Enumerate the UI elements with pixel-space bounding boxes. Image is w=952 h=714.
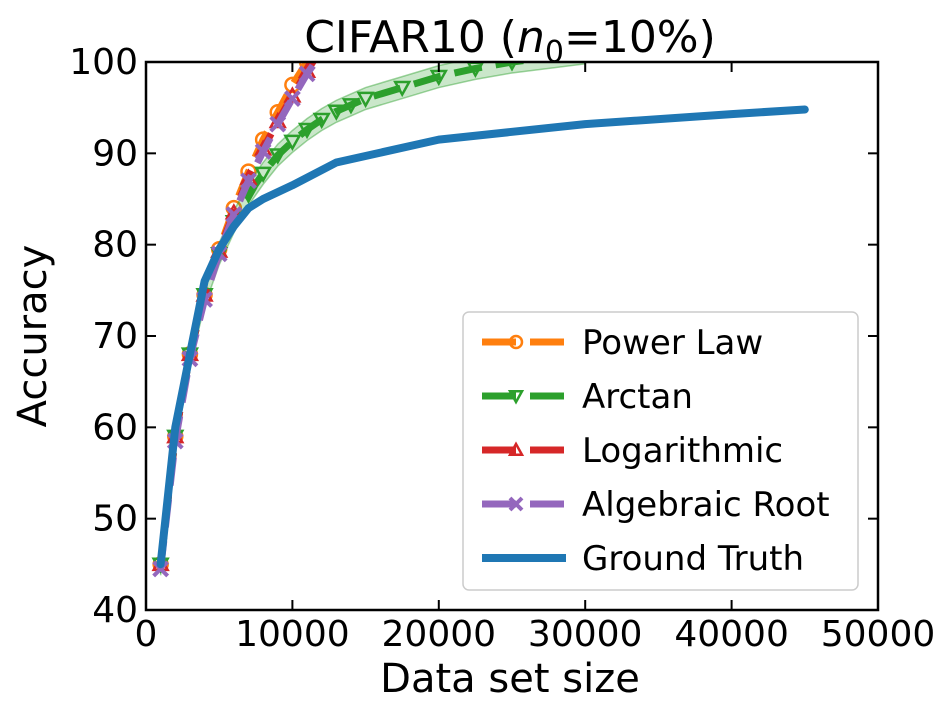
arctan-point-7 bbox=[253, 166, 273, 184]
y-tick-label-3: 70 bbox=[92, 316, 138, 357]
legend-marker-algebraic-root bbox=[508, 496, 524, 512]
arctan-point-11 bbox=[312, 112, 331, 130]
y-tick-label-4: 80 bbox=[92, 225, 138, 266]
y-tick-label-5: 90 bbox=[92, 133, 138, 174]
y-tick-label-2: 60 bbox=[92, 407, 138, 448]
chart-title: CIFAR10 (n0=10%) bbox=[304, 12, 716, 70]
legend-label-power-law: Power Law bbox=[582, 323, 763, 363]
arctan-line bbox=[157, 62, 541, 565]
legend-marker-logarithmic bbox=[507, 441, 525, 457]
legend-item-arctan: Arctan bbox=[482, 377, 693, 417]
algebraic-root-point-6 bbox=[240, 172, 257, 190]
power-law-line bbox=[157, 62, 312, 565]
arctan-point-15 bbox=[393, 80, 412, 98]
arctan-point-14 bbox=[356, 91, 375, 109]
y-tick-label-6: 100 bbox=[69, 42, 138, 83]
series-power-law bbox=[152, 62, 316, 573]
x-tick-label-2: 20000 bbox=[382, 614, 497, 655]
arctan-point-8 bbox=[268, 148, 287, 165]
legend: Power Law Arctan Logarithmic Algebraic Root… bbox=[462, 311, 859, 591]
algebraic-root-point-7 bbox=[254, 143, 272, 160]
x-axis-label: Data set size bbox=[380, 656, 640, 702]
series-ground-truth bbox=[156, 105, 809, 569]
legend-label-logarithmic: Logarithmic bbox=[582, 431, 783, 471]
legend-label-ground-truth: Ground Truth bbox=[582, 539, 804, 579]
x-tick-label-5: 50000 bbox=[821, 614, 936, 655]
legend-items: Power Law Arctan Logarithmic Algebraic Root… bbox=[482, 323, 830, 579]
arctan-point-10 bbox=[297, 122, 317, 140]
legend-item-ground-truth: Ground Truth bbox=[482, 539, 804, 579]
arctan-point-13 bbox=[341, 98, 361, 115]
legend-marker-power-law bbox=[508, 334, 524, 350]
legend-box bbox=[462, 311, 859, 591]
legend-marker-arctan bbox=[507, 389, 525, 405]
series-layer bbox=[151, 62, 809, 578]
algebraic-root-point-0 bbox=[152, 560, 170, 578]
ground-truth-line bbox=[156, 105, 809, 569]
algebraic-root-point-10 bbox=[298, 65, 316, 83]
ticks-layer: 0 10000 20000 30000 40000 50000 40 50 60 70 80 90 10… bbox=[69, 42, 935, 655]
arctan-point-12 bbox=[327, 104, 346, 121]
algebraic-root-point-8 bbox=[269, 115, 287, 133]
algebraic-root-point-9 bbox=[283, 90, 301, 107]
legend-item-algebraic-root: Algebraic Root bbox=[482, 485, 830, 525]
series-logarithmic bbox=[151, 62, 318, 572]
y-tick-label-1: 50 bbox=[92, 499, 138, 540]
arctan-point-9 bbox=[283, 134, 302, 152]
x-tick-label-1: 10000 bbox=[235, 614, 350, 655]
legend-label-algebraic-root: Algebraic Root bbox=[582, 485, 830, 525]
legend-label-arctan: Arctan bbox=[582, 377, 693, 417]
x-tick-label-0: 0 bbox=[135, 614, 158, 655]
legend-item-logarithmic: Logarithmic bbox=[482, 431, 783, 471]
x-tick-label-4: 40000 bbox=[674, 614, 789, 655]
legend-item-power-law: Power Law bbox=[482, 323, 763, 363]
y-tick-label-0: 40 bbox=[92, 590, 138, 631]
algebraic-root-line bbox=[157, 62, 320, 570]
x-tick-label-3: 30000 bbox=[528, 614, 643, 655]
y-axis-label: Accuracy bbox=[10, 245, 56, 428]
